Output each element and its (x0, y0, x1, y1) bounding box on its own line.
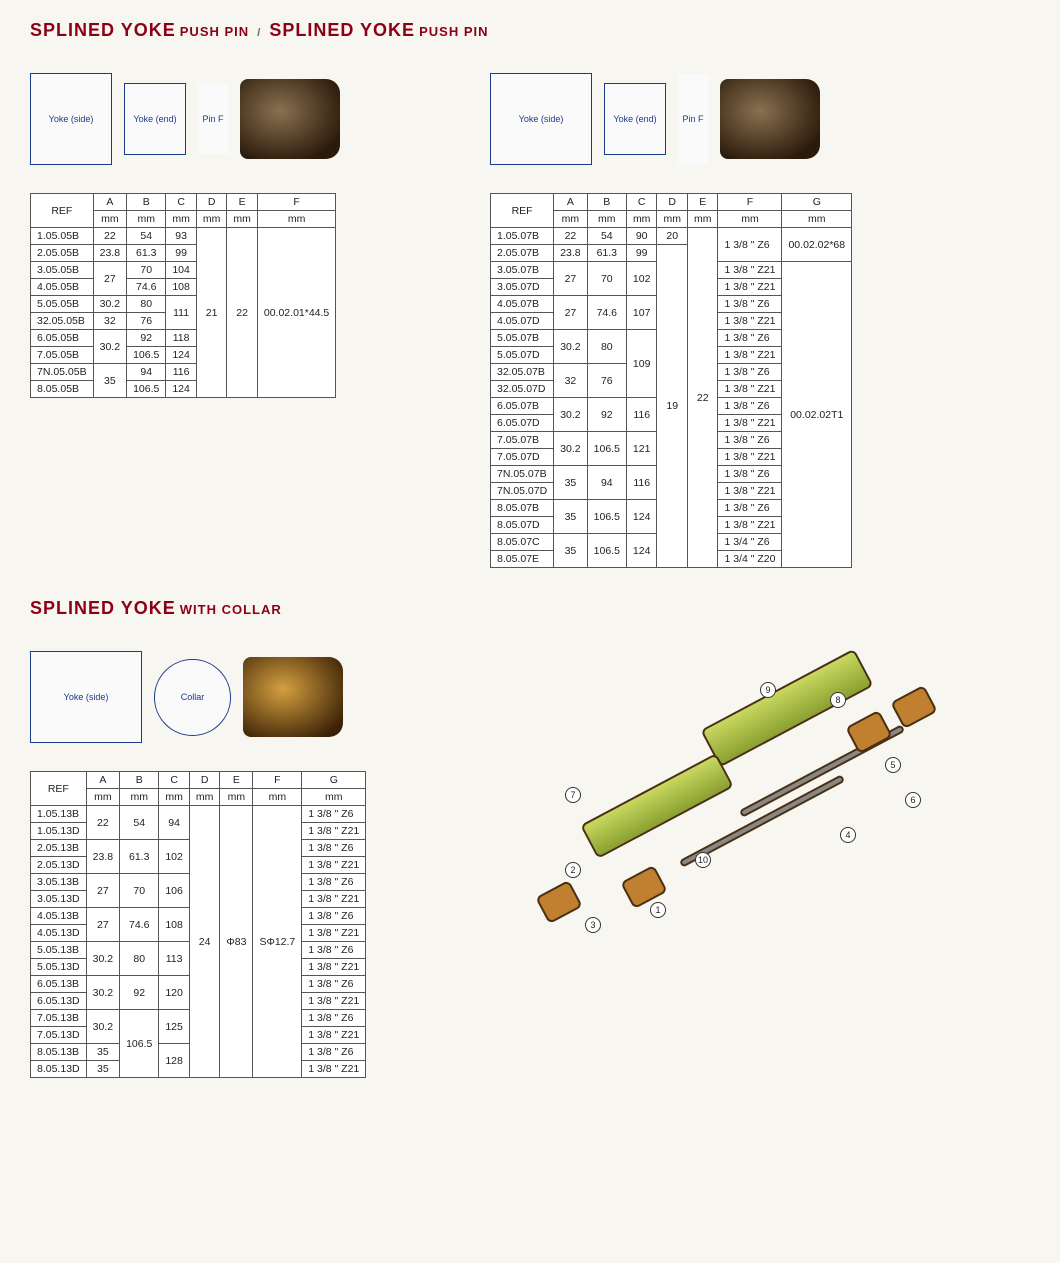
diagram-pin: Pin F (198, 84, 228, 154)
unit-mm: mm (86, 789, 119, 806)
unit-mm: mm (220, 789, 253, 806)
col-a: A (93, 194, 126, 211)
col-c: C (626, 194, 657, 211)
illus-yoke-c (845, 710, 893, 754)
unit-mm: mm (657, 211, 688, 228)
col-ref: REF (491, 194, 554, 228)
title-text: SPLINED YOKE (30, 20, 176, 40)
illus-tube-outer (700, 649, 873, 768)
unit-mm: mm (93, 211, 126, 228)
title-text-3: SPLINED YOKE (30, 598, 176, 618)
col-c: C (159, 772, 190, 789)
illus-label-2: 2 (565, 862, 581, 878)
photo-yoke-collar (243, 657, 343, 737)
col-d: D (657, 194, 688, 211)
col-e: E (687, 194, 718, 211)
unit-mm: mm (587, 211, 626, 228)
col-e: E (220, 772, 253, 789)
table-row: 1.05.07B22549020221 3/8 " Z600.02.02*68 (491, 228, 852, 245)
diagram-row-2: Yoke (side) Yoke (end) Pin F (490, 59, 1030, 179)
photo-yoke-1 (240, 79, 340, 159)
illus-label-5: 5 (885, 757, 901, 773)
unit-mm: mm (159, 789, 190, 806)
unit-mm: mm (718, 211, 782, 228)
title-subtext-2: PUSH PIN (419, 24, 488, 39)
col-b: B (120, 772, 159, 789)
unit-mm: mm (782, 211, 852, 228)
col-f: F (718, 194, 782, 211)
diagram-row-3: Yoke (side) Collar (30, 637, 490, 757)
diagram-collar-end: Collar (154, 659, 231, 736)
title-text-2: SPLINED YOKE (269, 20, 415, 40)
col-b: B (127, 194, 166, 211)
title-subtext-3: WITH COLLAR (180, 602, 282, 617)
unit-mm: mm (302, 789, 366, 806)
col-g: G (782, 194, 852, 211)
unit-mm: mm (554, 211, 587, 228)
diagram-yoke-side-2: Yoke (side) (490, 73, 592, 165)
col-c: C (166, 194, 197, 211)
diagram-yoke-side: Yoke (side) (30, 73, 112, 165)
table-push-pin-left: REF A B C D E F mm mm mm mm mm mm (30, 193, 336, 398)
illus-label-7: 7 (565, 787, 581, 803)
unit-mm: mm (189, 789, 220, 806)
title-sep: / (257, 27, 261, 39)
col-ref: REF (31, 194, 94, 228)
diagram-row-1: Yoke (side) Yoke (end) Pin F (30, 59, 470, 179)
unit-mm: mm (196, 211, 227, 228)
diagram-collar-side: Yoke (side) (30, 651, 142, 743)
unit-mm: mm (257, 211, 335, 228)
title-collar: SPLINED YOKE WITH COLLAR (30, 598, 1030, 619)
col-f: F (253, 772, 302, 789)
table-push-pin-right: REF A B C D E F G mm mm mm mm mm (490, 193, 852, 568)
diagram-yoke-end: Yoke (end) (124, 83, 186, 155)
illus-label-1: 1 (650, 902, 666, 918)
photo-yoke-2 (720, 79, 820, 159)
illus-label-3: 3 (585, 917, 601, 933)
title-subtext: PUSH PIN (180, 24, 249, 39)
unit-mm: mm (127, 211, 166, 228)
title-push-pin: SPLINED YOKE PUSH PIN / SPLINED YOKE PUS… (30, 20, 1030, 41)
illus-label-6: 6 (905, 792, 921, 808)
illus-label-9: 9 (760, 682, 776, 698)
diagram-yoke-end-2: Yoke (end) (604, 83, 666, 155)
col-d: D (189, 772, 220, 789)
col-d: D (196, 194, 227, 211)
table-row: 1.05.05B225493212200.02.01*44.5 (31, 228, 336, 245)
illus-yoke-a (535, 880, 583, 924)
col-ref: REF (31, 772, 87, 806)
col-a: A (554, 194, 587, 211)
col-f: F (257, 194, 335, 211)
exploded-illustration: 1 2 3 4 5 6 7 8 9 10 (510, 657, 930, 937)
illus-yoke-d (890, 685, 938, 729)
col-g: G (302, 772, 366, 789)
illus-label-4: 4 (840, 827, 856, 843)
table-collar: REF A B C D E F G mm mm mm mm mm (30, 771, 366, 1078)
unit-mm: mm (253, 789, 302, 806)
diagram-pin-2: Pin F (678, 74, 708, 164)
unit-mm: mm (166, 211, 197, 228)
table-row: 1.05.13B22549424Φ83SΦ12.71 3/8 " Z6 (31, 806, 366, 823)
unit-mm: mm (120, 789, 159, 806)
unit-mm: mm (626, 211, 657, 228)
unit-mm: mm (687, 211, 718, 228)
illus-label-10: 10 (695, 852, 711, 868)
illus-label-8: 8 (830, 692, 846, 708)
unit-mm: mm (227, 211, 258, 228)
col-e: E (227, 194, 258, 211)
col-a: A (86, 772, 119, 789)
col-b: B (587, 194, 626, 211)
